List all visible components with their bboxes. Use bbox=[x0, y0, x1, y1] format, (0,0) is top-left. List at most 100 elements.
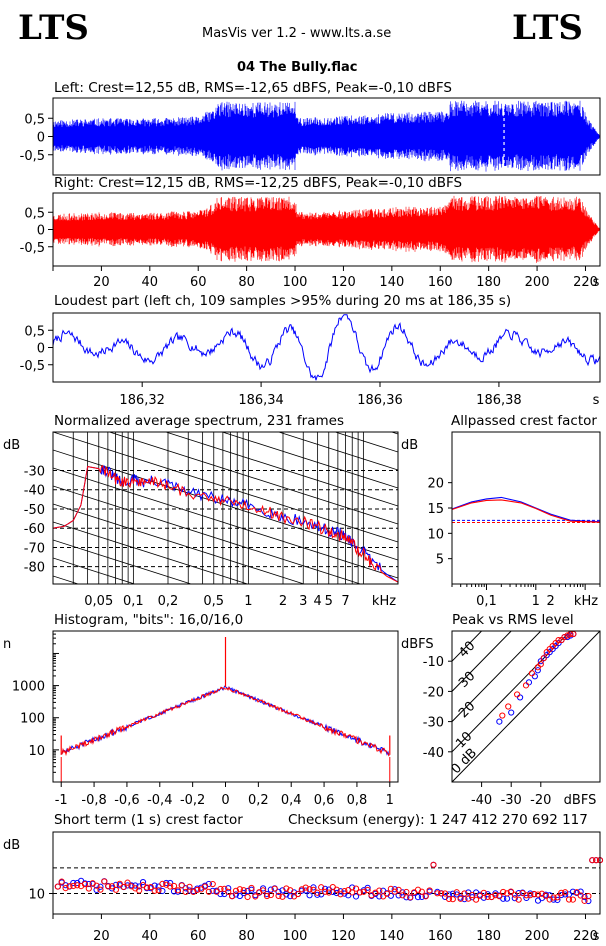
shortterm-point-right bbox=[449, 896, 456, 903]
shortterm-point-right bbox=[531, 890, 538, 898]
shortterm-point-right bbox=[217, 885, 224, 893]
shortterm-point-right bbox=[186, 883, 193, 890]
spectrum-ytick-label: -30 bbox=[24, 464, 45, 479]
shortterm-point-right bbox=[112, 886, 120, 893]
hist-series-left bbox=[61, 685, 390, 756]
shortterm-point-right bbox=[232, 887, 240, 894]
shortterm-point-right bbox=[577, 892, 584, 899]
pvr-point-left bbox=[496, 718, 503, 725]
pvr-crest-line bbox=[452, 631, 600, 782]
right-ytick-label: 0,5 bbox=[24, 206, 45, 221]
left-waveform bbox=[52, 100, 600, 172]
shortterm-point-left bbox=[581, 893, 588, 901]
shortterm-point-right bbox=[143, 884, 151, 891]
spectrum-slope-line bbox=[53, 485, 362, 584]
shortterm-point-right bbox=[349, 889, 356, 896]
spectrum-ytick-label: -40 bbox=[24, 484, 45, 499]
shortterm-point-left bbox=[302, 887, 309, 894]
spectrum-slope-line bbox=[277, 432, 398, 471]
shortterm-point-right bbox=[85, 885, 92, 892]
shortterm-point-left bbox=[321, 885, 329, 892]
shortterm-point-left bbox=[167, 879, 174, 887]
pvr-crest-line bbox=[452, 631, 542, 723]
shortterm-point-right bbox=[101, 878, 108, 885]
pvr-ytick-label: -30 bbox=[423, 716, 444, 731]
shortterm-point-right bbox=[201, 883, 209, 890]
checksum-label: Checksum (energy): 1 247 412 270 692 117 bbox=[288, 812, 588, 828]
shortterm-point-left bbox=[85, 880, 92, 888]
spectrum-slope-line bbox=[53, 539, 193, 584]
shortterm-point-right bbox=[438, 890, 445, 897]
shortterm-point-left bbox=[236, 892, 243, 900]
shortterm-point-right bbox=[213, 888, 220, 895]
allpass-ytick-label: 5 bbox=[436, 553, 444, 568]
allpass-xtick-label: 0,1 bbox=[476, 594, 497, 609]
pvr-ytick-label: -20 bbox=[423, 685, 444, 700]
shortterm-point-right bbox=[500, 888, 507, 896]
shortterm-xtick-label: 140 bbox=[379, 929, 404, 944]
left-wave-title: Left: Crest=12,55 dB, RMS=-12,65 dBFS, P… bbox=[54, 80, 452, 96]
pvr-title: Peak vs RMS level bbox=[452, 612, 574, 628]
spectrum-slope-line bbox=[53, 306, 398, 416]
spectrum-slope-line bbox=[164, 432, 398, 507]
shortterm-point-right bbox=[259, 887, 267, 894]
pvr-point-left bbox=[525, 679, 533, 686]
shortterm-point-right bbox=[465, 895, 472, 902]
spectrum-ytick-label: -60 bbox=[24, 522, 45, 537]
shortterm-point-right bbox=[267, 891, 274, 899]
pvr-point-right bbox=[522, 682, 530, 689]
shortterm-point-right bbox=[279, 893, 286, 900]
loudest-xtick-label: 186,38 bbox=[476, 393, 522, 408]
shortterm-point-right bbox=[337, 891, 344, 898]
allpass-xunit: kHz bbox=[574, 594, 598, 609]
pvr-xtick-label: -20 bbox=[530, 793, 551, 808]
pvr-point-right bbox=[564, 632, 571, 639]
spectrum-slope-line bbox=[53, 432, 398, 543]
shortterm-point-left bbox=[577, 888, 584, 895]
shortterm-point-left bbox=[352, 893, 360, 900]
spectrum-ylabel: dB bbox=[3, 438, 20, 453]
shortterm-point-right bbox=[66, 883, 73, 890]
shortterm-point-left bbox=[163, 879, 170, 887]
pvr-point-left bbox=[508, 709, 515, 716]
spectrum-xtick-label: 0,5 bbox=[203, 594, 224, 609]
shortterm-xunit: s bbox=[593, 929, 600, 944]
shortterm-point-right bbox=[302, 884, 309, 891]
logo-left: LTS bbox=[18, 8, 89, 48]
loudest-xtick-label: 186,34 bbox=[238, 393, 284, 408]
shortterm-point-left bbox=[244, 887, 251, 895]
shortterm-point-right bbox=[407, 894, 414, 901]
shortterm-point-right bbox=[461, 890, 468, 897]
shortterm-point-left bbox=[306, 892, 313, 899]
shortterm-point-left bbox=[414, 894, 422, 901]
shortterm-point-left bbox=[139, 878, 147, 886]
histogram-title: Histogram, "bits": 16,0/16,0 bbox=[54, 612, 244, 628]
pvr-xunit: dBFS bbox=[564, 793, 597, 808]
shortterm-point-right bbox=[457, 895, 464, 902]
time-tick-label: 20 bbox=[93, 275, 110, 290]
spectrum-series-left bbox=[52, 464, 399, 583]
shortterm-point-left bbox=[287, 893, 294, 900]
shortterm-point-right bbox=[480, 889, 487, 896]
shortterm-point-right bbox=[116, 880, 123, 887]
pvr-ylabel: dBFS bbox=[401, 637, 434, 652]
shortterm-point-right bbox=[376, 887, 383, 894]
hist-xtick-label: -1 bbox=[55, 793, 68, 808]
shortterm-point-left bbox=[263, 891, 271, 898]
spectrum-slope-line bbox=[53, 503, 306, 584]
shortterm-point-right bbox=[275, 892, 282, 899]
loudest-ytick-label: 0,5 bbox=[24, 324, 45, 339]
shortterm-point-left bbox=[93, 886, 100, 893]
spectrum-xtick-label: 0,05 bbox=[84, 594, 113, 609]
hist-ytick-label: 10 bbox=[28, 744, 45, 759]
allpass-series-right bbox=[451, 499, 601, 523]
time-tick-label: 160 bbox=[428, 275, 453, 290]
shortterm-point-right bbox=[124, 879, 131, 886]
shortterm-xtick-label: 120 bbox=[331, 929, 356, 944]
time-tick-label: 80 bbox=[238, 275, 255, 290]
shortterm-point-left bbox=[209, 887, 216, 894]
logo-right: LTS bbox=[512, 8, 583, 48]
shortterm-point-left bbox=[503, 895, 511, 902]
loudest-ytick-label: 0 bbox=[37, 342, 45, 357]
